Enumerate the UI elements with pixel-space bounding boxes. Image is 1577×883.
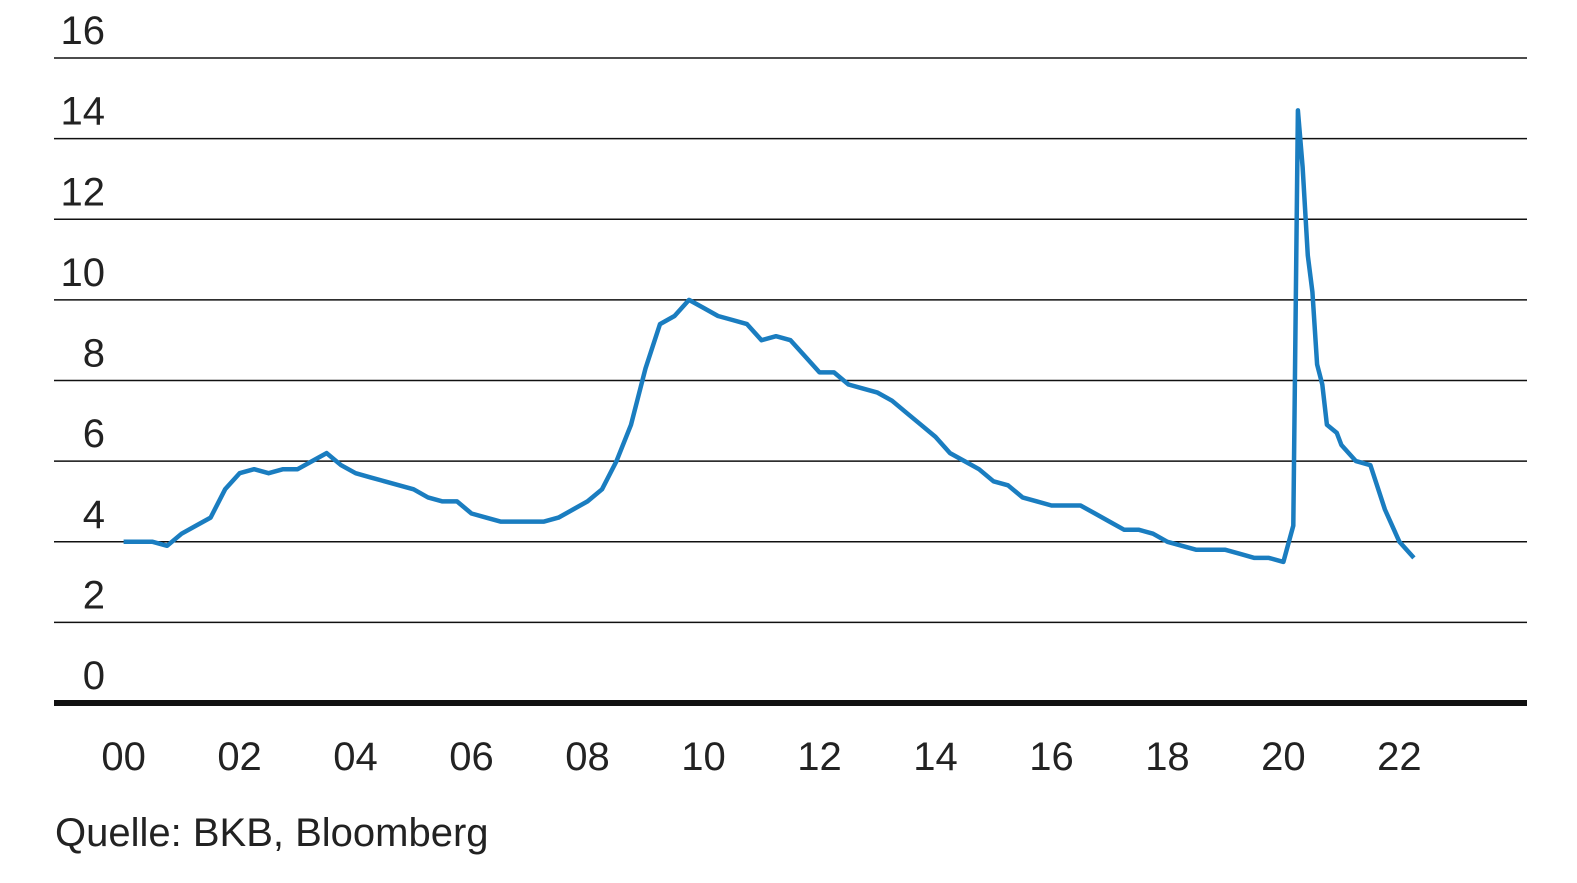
x-tick-label: 08	[565, 735, 610, 779]
y-tick-label: 0	[83, 654, 105, 698]
line	[123, 108, 1416, 565]
x-tick-label: 12	[797, 735, 842, 779]
x-tick-label: 04	[333, 735, 378, 779]
y-tick-label: 14	[61, 90, 106, 134]
x-tick-label: 10	[681, 735, 726, 779]
x-tick-label: 16	[1029, 735, 1074, 779]
y-tick-label: 16	[61, 9, 106, 53]
y-tick-label: 2	[83, 573, 105, 617]
x-tick-label: 22	[1377, 735, 1422, 779]
x-tick-label: 00	[101, 735, 146, 779]
y-tick-label: 10	[61, 251, 106, 295]
source: Quelle: BKB, Bloomberg	[55, 811, 489, 855]
y-tick-label: 6	[83, 412, 105, 456]
y-tick-label: 4	[83, 493, 105, 537]
x-tick-label: 14	[913, 735, 958, 779]
x-tick-label: 18	[1145, 735, 1190, 779]
x-tick-label: 20	[1261, 735, 1306, 779]
x-tick-label: 06	[449, 735, 494, 779]
y-tick-label: 8	[83, 332, 105, 376]
y-tick-label: 12	[61, 170, 106, 214]
x-tick-label: 02	[217, 735, 262, 779]
